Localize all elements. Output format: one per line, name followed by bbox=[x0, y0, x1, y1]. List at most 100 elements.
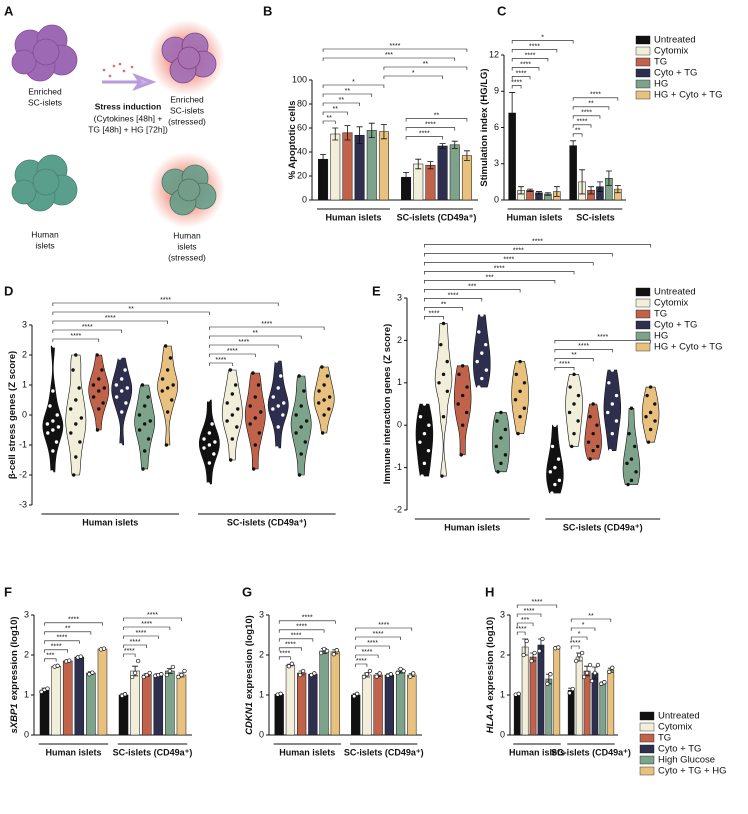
bar bbox=[537, 644, 545, 736]
significance-label: **** bbox=[448, 292, 459, 299]
data-point bbox=[257, 431, 262, 435]
bar bbox=[575, 656, 583, 736]
significance-label: **** bbox=[390, 43, 401, 50]
data-point bbox=[408, 674, 413, 679]
significance-bracket bbox=[511, 85, 522, 89]
y-tick-label: 2 bbox=[259, 649, 264, 659]
group-label: Human islets bbox=[45, 747, 101, 757]
data-point bbox=[545, 681, 550, 686]
significance-bracket bbox=[516, 622, 534, 626]
significance-bracket bbox=[322, 48, 468, 52]
error-bar bbox=[527, 188, 534, 192]
data-point bbox=[439, 342, 443, 347]
data-point bbox=[576, 419, 580, 423]
significance-bracket bbox=[322, 102, 360, 106]
bar bbox=[513, 693, 521, 736]
data-point bbox=[141, 467, 145, 471]
data-point bbox=[45, 422, 50, 426]
significance-bracket bbox=[570, 627, 596, 631]
significance-bracket bbox=[278, 620, 336, 624]
data-point bbox=[118, 356, 122, 360]
significance-bracket bbox=[355, 645, 390, 649]
y-tick-label: 1 bbox=[22, 379, 27, 389]
data-point bbox=[74, 455, 78, 459]
data-point bbox=[74, 398, 78, 402]
data-point bbox=[225, 401, 229, 405]
data-point bbox=[355, 691, 360, 696]
significance-bracket bbox=[44, 640, 80, 644]
data-point bbox=[496, 470, 500, 474]
significance-bracket bbox=[424, 298, 483, 302]
significance-bracket bbox=[554, 358, 594, 362]
stress-arrow bbox=[102, 62, 157, 92]
significance-bracket bbox=[355, 636, 401, 640]
chart-panel: E -2 -1 0 1 2 3 Immune interaction genes (Z sco… bbox=[372, 238, 722, 532]
data-point bbox=[95, 353, 99, 357]
y-axis-label: Stimulation index (HG/LG) bbox=[479, 68, 490, 186]
data-point bbox=[124, 401, 128, 405]
error-bar bbox=[368, 122, 375, 138]
significance-label: **** bbox=[570, 640, 581, 647]
significance-label: ** bbox=[65, 626, 71, 633]
data-point bbox=[608, 448, 612, 453]
data-point bbox=[281, 413, 285, 417]
data-point bbox=[588, 415, 592, 419]
significance-label: * bbox=[578, 631, 581, 638]
error-bar bbox=[579, 169, 586, 195]
data-point bbox=[456, 402, 460, 406]
significance-bracket bbox=[209, 362, 233, 366]
data-point bbox=[634, 470, 638, 474]
legend-swatch bbox=[635, 331, 651, 341]
data-point bbox=[95, 428, 100, 432]
data-point bbox=[352, 694, 357, 699]
significance-bracket bbox=[322, 120, 336, 124]
bar bbox=[318, 158, 329, 201]
group-label: SC-islets (CD49a⁺) bbox=[344, 747, 424, 757]
data-point bbox=[591, 448, 595, 453]
label: Enriched bbox=[170, 94, 204, 104]
data-point bbox=[294, 431, 298, 435]
data-point bbox=[55, 663, 60, 668]
data-point bbox=[286, 664, 292, 669]
legend-swatch bbox=[635, 57, 651, 67]
significance-label: **** bbox=[356, 658, 367, 665]
bar bbox=[354, 134, 365, 201]
error-bar bbox=[320, 154, 327, 165]
y-tick-label: -2 bbox=[394, 504, 402, 514]
data-point bbox=[141, 674, 146, 680]
group-label: Human islets bbox=[279, 747, 335, 757]
data-point bbox=[589, 678, 595, 684]
data-point bbox=[120, 410, 124, 414]
data-point bbox=[78, 440, 82, 444]
data-point bbox=[573, 658, 579, 664]
data-point bbox=[361, 674, 367, 680]
data-point bbox=[445, 359, 449, 364]
data-point bbox=[499, 410, 503, 415]
data-point bbox=[548, 672, 553, 677]
bar bbox=[351, 694, 361, 736]
significance-bracket bbox=[209, 344, 279, 348]
data-point bbox=[610, 665, 615, 670]
sc-islets-cluster bbox=[11, 24, 78, 82]
bar bbox=[51, 665, 61, 736]
chart-panel: G 0 1 2 3 CDKN1 expression (log10) Human islets… bbox=[242, 584, 424, 757]
y-tick-label: 3 bbox=[494, 158, 499, 168]
data-point bbox=[253, 395, 257, 399]
significance-label: **** bbox=[429, 310, 440, 317]
significance-bracket bbox=[278, 656, 291, 660]
data-point bbox=[516, 431, 520, 436]
y-tick-label: -3 bbox=[19, 499, 27, 509]
y-axis-label: HLA-A expression (log10) bbox=[485, 617, 496, 734]
y-tick-label: 2 bbox=[22, 349, 27, 359]
data-point bbox=[50, 470, 54, 474]
y-tick-label: 6 bbox=[494, 122, 499, 132]
legend-swatch bbox=[635, 309, 651, 319]
error-bar bbox=[518, 186, 525, 195]
bar bbox=[176, 674, 187, 736]
data-point bbox=[206, 482, 210, 486]
bar bbox=[141, 674, 152, 736]
significance-label: ** bbox=[339, 97, 345, 104]
significance-bracket bbox=[554, 349, 613, 353]
significance-bracket bbox=[511, 58, 549, 62]
